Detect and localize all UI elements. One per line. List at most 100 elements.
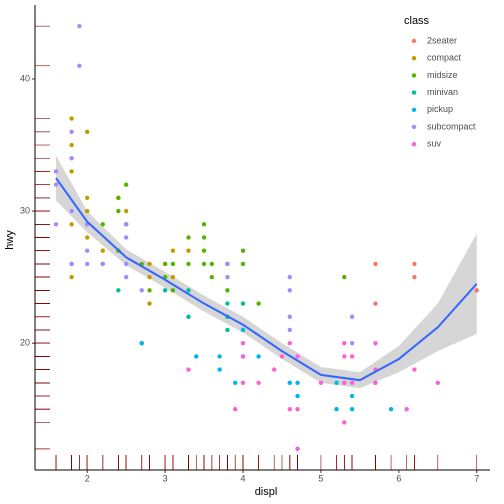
x-tick-label: 3	[163, 473, 168, 483]
point	[201, 248, 207, 253]
confidence-band	[56, 155, 477, 389]
point	[170, 274, 176, 280]
point	[295, 407, 300, 412]
point	[225, 327, 230, 333]
x-axis-label: displ	[255, 486, 278, 498]
point	[194, 354, 199, 359]
smooth-line	[55, 177, 478, 382]
point	[147, 261, 152, 267]
legend-label: subcompact	[427, 121, 476, 131]
point	[404, 407, 409, 412]
x-tick-label: 4	[241, 473, 246, 483]
point	[209, 274, 215, 280]
point	[85, 261, 90, 267]
legend-title: class	[404, 15, 430, 27]
point	[373, 261, 378, 267]
point	[225, 274, 230, 280]
y-axis-label: hwy	[4, 230, 16, 250]
point	[53, 222, 59, 227]
point	[201, 261, 207, 267]
point	[85, 195, 90, 201]
point	[85, 129, 90, 135]
point	[287, 274, 292, 280]
point	[233, 407, 238, 412]
x-tick-label: 6	[396, 473, 401, 483]
point	[240, 248, 246, 253]
legend-swatch	[411, 73, 417, 78]
point	[225, 288, 230, 293]
point	[53, 169, 59, 174]
point	[412, 274, 417, 280]
point	[349, 380, 355, 386]
point	[147, 274, 152, 280]
point	[69, 274, 74, 280]
point	[412, 367, 417, 372]
point	[349, 314, 355, 319]
point	[435, 380, 440, 386]
point	[334, 380, 339, 386]
point	[201, 235, 207, 240]
point	[69, 142, 74, 148]
point	[123, 222, 129, 227]
point	[373, 380, 378, 386]
point	[349, 407, 355, 412]
x-tick-label: 2	[85, 473, 90, 483]
point	[162, 261, 168, 267]
point	[147, 301, 152, 306]
point	[342, 354, 347, 359]
point	[474, 288, 479, 293]
legend-label: minivan	[427, 87, 458, 97]
point	[116, 195, 121, 201]
legend-label: 2seater	[427, 35, 457, 45]
point	[388, 407, 394, 412]
point	[170, 248, 176, 253]
point	[77, 63, 82, 68]
point	[170, 261, 176, 267]
point	[287, 340, 292, 346]
legend-swatch	[411, 142, 417, 147]
point	[295, 446, 300, 452]
point	[100, 222, 105, 227]
point	[287, 288, 292, 293]
point	[116, 208, 121, 214]
legend-swatch	[411, 90, 417, 95]
point	[240, 340, 246, 346]
point	[123, 261, 129, 267]
point	[139, 340, 144, 346]
point	[349, 340, 355, 346]
point	[123, 274, 129, 280]
point	[225, 261, 230, 267]
point	[69, 261, 74, 267]
legend-swatch	[411, 124, 417, 130]
point	[334, 407, 339, 412]
point	[233, 380, 238, 386]
legend-label: midsize	[427, 70, 458, 80]
point	[295, 393, 300, 399]
point	[69, 116, 74, 121]
point	[271, 367, 277, 372]
point	[287, 407, 292, 412]
point	[201, 222, 207, 227]
point	[349, 393, 355, 399]
point	[69, 129, 74, 135]
point	[256, 380, 261, 386]
point	[217, 367, 222, 372]
point	[240, 354, 246, 359]
point	[342, 340, 347, 346]
point	[186, 288, 191, 293]
x-tick-label: 5	[318, 473, 323, 483]
point	[287, 327, 292, 333]
point	[318, 380, 324, 386]
legend-label: compact	[427, 53, 462, 63]
point	[85, 208, 90, 214]
point	[53, 182, 59, 187]
point	[186, 261, 191, 267]
point	[349, 354, 355, 359]
y-tick-label: 40	[20, 73, 30, 83]
point	[412, 261, 417, 267]
point	[100, 261, 105, 267]
point	[186, 367, 191, 372]
point	[85, 248, 90, 253]
point	[123, 208, 129, 214]
